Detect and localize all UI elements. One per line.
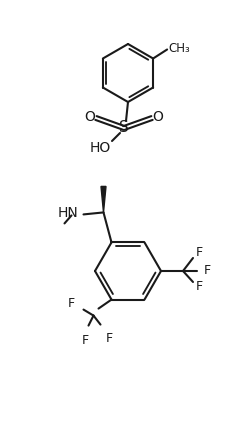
Text: HO: HO [89,141,110,155]
Text: F: F [195,280,202,294]
Text: S: S [119,121,128,135]
Text: O: O [152,110,163,124]
Text: HN: HN [57,207,78,220]
Text: F: F [203,265,210,277]
Text: F: F [82,334,89,347]
Text: F: F [67,297,74,310]
Text: F: F [105,331,112,345]
Text: CH₃: CH₃ [167,42,189,55]
Text: F: F [195,247,202,259]
Text: O: O [84,110,95,124]
Polygon shape [101,187,106,213]
